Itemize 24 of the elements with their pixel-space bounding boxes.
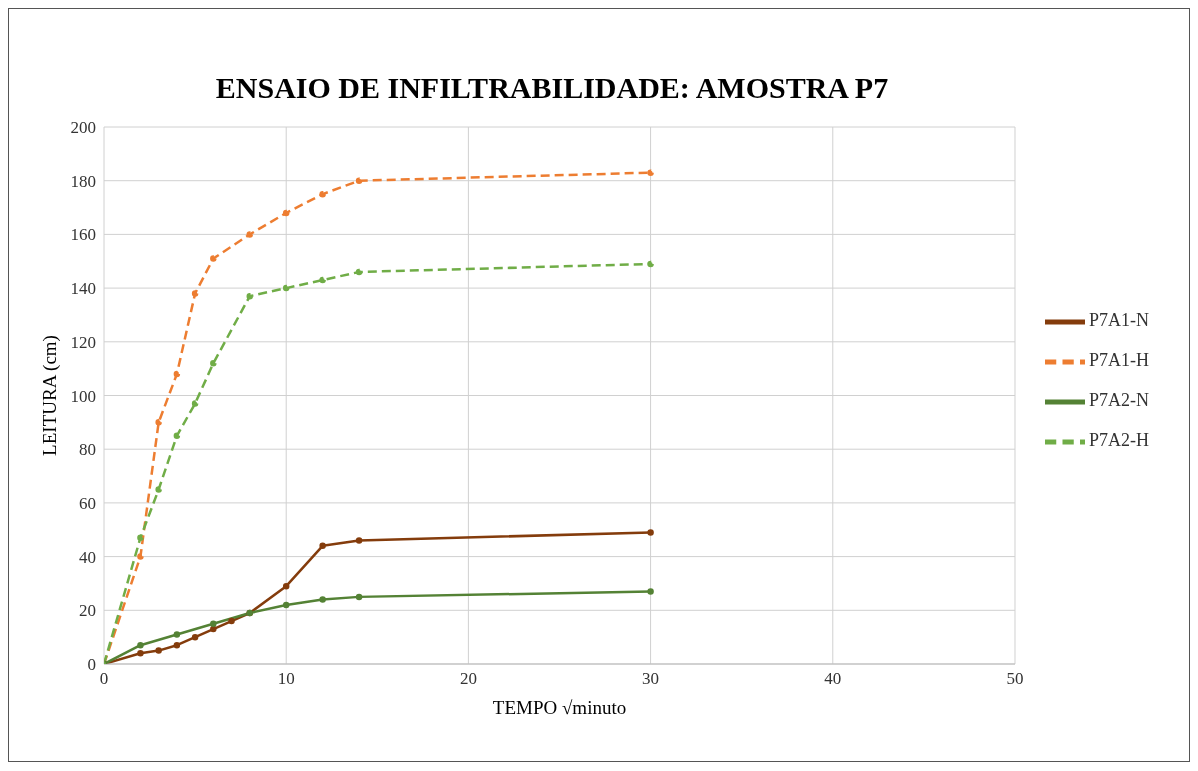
legend-label: P7A2-N	[1088, 389, 1149, 410]
y-tick-label: 20	[79, 601, 96, 621]
y-tick-label: 60	[79, 493, 96, 513]
x-axis-title: TEMPO √minuto	[492, 697, 627, 718]
y-tick-label: 180	[70, 171, 96, 191]
y-tick-label: 100	[70, 386, 96, 406]
legend-label: P7A2-H	[1088, 429, 1149, 450]
x-tick-label: 50	[1006, 669, 1024, 689]
y-tick-label: 0	[87, 655, 96, 675]
x-tick-label: 10	[277, 669, 295, 689]
y-tick-label: 160	[70, 225, 96, 245]
chart-title: ENSAIO DE INFILTRABILIDADE: AMOSTRA P7	[214, 71, 890, 105]
y-tick-label: 80	[79, 440, 96, 460]
y-tick-label: 140	[70, 279, 96, 299]
y-tick-label: 200	[70, 118, 96, 138]
x-tick-label: 0	[99, 669, 109, 689]
legend-label: P7A1-H	[1088, 349, 1149, 370]
y-tick-label: 40	[79, 547, 96, 567]
y-axis-title: LEITURA (cm)	[38, 335, 61, 456]
x-tick-label: 20	[459, 669, 477, 689]
x-tick-label: 40	[824, 669, 842, 689]
y-tick-label: 120	[70, 332, 96, 352]
x-tick-label: 30	[642, 669, 660, 689]
legend-label: P7A1-N	[1088, 309, 1149, 330]
